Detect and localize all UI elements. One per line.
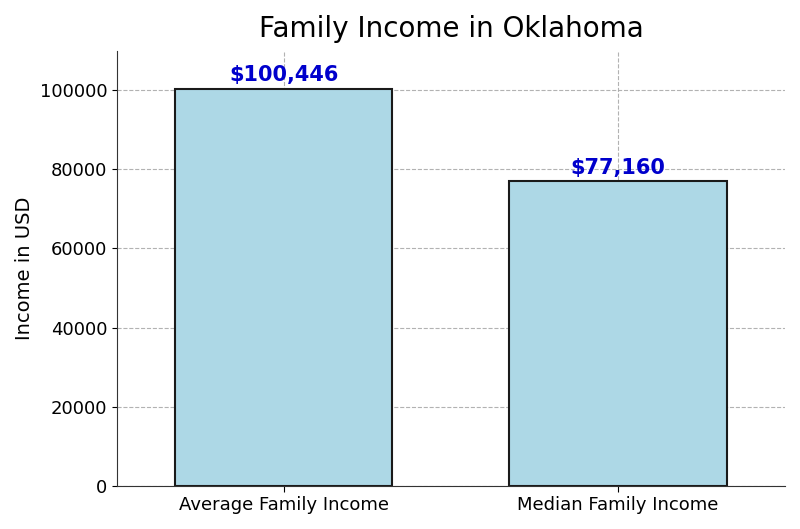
Text: $77,160: $77,160: [570, 158, 666, 178]
Title: Family Income in Oklahoma: Family Income in Oklahoma: [258, 15, 643, 43]
Y-axis label: Income in USD: Income in USD: [15, 197, 34, 340]
Text: $100,446: $100,446: [230, 66, 338, 86]
Bar: [510, 181, 726, 486]
Bar: [175, 89, 393, 486]
